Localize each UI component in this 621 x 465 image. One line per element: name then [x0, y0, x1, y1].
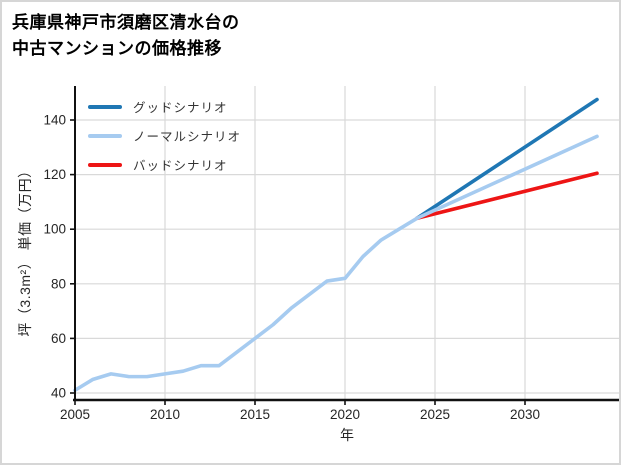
legend-item-normal: ノーマルシナリオ [88, 121, 241, 150]
x-tick-label: 2025 [420, 407, 450, 422]
x-tick-label: 2005 [60, 407, 90, 422]
legend-label-good: グッドシナリオ [133, 101, 228, 115]
x-tick-label: 2015 [240, 407, 270, 422]
y-tick-label: 40 [51, 386, 66, 401]
y-tick-label: 60 [51, 331, 66, 346]
history-and-normal-scenario-line [73, 134, 599, 393]
good-scenario-line [415, 97, 599, 221]
chart-title-line1: 兵庫県神戸市須磨区清水台の [12, 13, 240, 32]
x-tick-label: 2030 [510, 407, 540, 422]
y-axis-label: 坪（3.3m²） 単価（万円） [17, 163, 33, 337]
legend-item-good: グッドシナリオ [88, 92, 241, 121]
x-axis-label: 年 [340, 427, 354, 443]
legend: グッドシナリオ ノーマルシナリオ バッドシナリオ [88, 92, 241, 179]
legend-label-bad: バッドシナリオ [133, 159, 228, 173]
y-tick-label: 80 [51, 276, 66, 291]
normal-scenario-line-swatch [88, 133, 122, 138]
y-tick-label: 120 [43, 167, 66, 182]
legend-item-bad: バッドシナリオ [88, 150, 241, 179]
x-tick-label: 2010 [150, 407, 180, 422]
x-tick-label: 2020 [330, 407, 360, 422]
y-tick-label: 100 [43, 222, 66, 237]
bad-scenario-line [415, 171, 599, 221]
chart-title-line2: 中古マンションの価格推移 [12, 39, 222, 58]
y-tick-label: 140 [43, 113, 66, 128]
good-scenario-line-swatch [88, 104, 122, 109]
chart-title: 兵庫県神戸市須磨区清水台の 中古マンションの価格推移 [12, 10, 240, 62]
bad-scenario-line-swatch [88, 162, 122, 167]
legend-label-normal: ノーマルシナリオ [133, 130, 242, 144]
